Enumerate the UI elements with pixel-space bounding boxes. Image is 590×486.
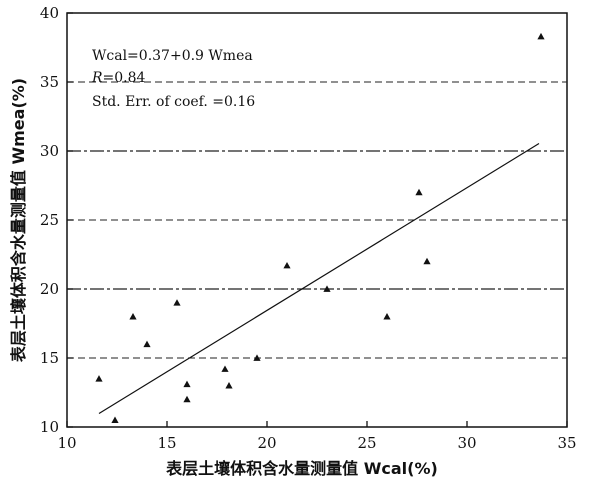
data-point bbox=[173, 299, 181, 306]
y-tick-label: 20 bbox=[40, 280, 59, 298]
axis-ticks: 10 15 20 25 30 35 40 10 15 20 25 30 35 bbox=[40, 4, 577, 452]
data-point bbox=[143, 340, 151, 348]
data-point bbox=[95, 375, 103, 382]
annotation-r-value: =0.84 bbox=[103, 70, 146, 86]
x-tick-label: 25 bbox=[357, 434, 376, 452]
x-tick-label: 30 bbox=[457, 434, 476, 452]
data-point bbox=[415, 188, 423, 196]
data-point bbox=[537, 32, 545, 40]
data-point bbox=[423, 257, 431, 265]
data-point bbox=[383, 313, 391, 320]
gridlines bbox=[67, 81, 567, 359]
data-point bbox=[221, 365, 229, 372]
data-point bbox=[183, 395, 191, 403]
annotation-stderr: Std. Err. of coef. =0.16 bbox=[92, 94, 255, 110]
y-tick-label: 15 bbox=[40, 349, 59, 367]
data-point bbox=[323, 285, 331, 292]
y-axis-label: 表层土壤体积含水量测量值 Wmea(%) bbox=[9, 78, 28, 363]
y-tick-label: 10 bbox=[40, 418, 59, 436]
data-point bbox=[129, 313, 137, 320]
annotation-equation: Wcal=0.37+0.9 Wmea bbox=[92, 48, 253, 64]
x-tick-label: 10 bbox=[57, 434, 76, 452]
data-point bbox=[111, 416, 119, 423]
fit-line-group bbox=[98, 143, 540, 414]
regression-line bbox=[98, 143, 540, 414]
data-point bbox=[183, 380, 191, 388]
y-tick-label: 25 bbox=[40, 211, 59, 229]
data-points bbox=[95, 32, 545, 423]
data-point bbox=[253, 354, 261, 361]
x-tick-label: 15 bbox=[157, 434, 176, 452]
y-tick-label: 30 bbox=[40, 142, 59, 160]
x-tick-label: 20 bbox=[257, 434, 276, 452]
x-tick-label: 35 bbox=[557, 434, 576, 452]
data-point bbox=[283, 261, 291, 269]
annotation-r: R=0.84 bbox=[91, 70, 146, 86]
annotation-r-symbol: R bbox=[91, 70, 103, 86]
data-point bbox=[225, 382, 233, 389]
y-tick-label: 35 bbox=[40, 73, 59, 91]
y-tick-label: 40 bbox=[40, 4, 59, 22]
x-axis-label: 表层土壤体积含水量测量值 Wcal(%) bbox=[165, 459, 438, 478]
